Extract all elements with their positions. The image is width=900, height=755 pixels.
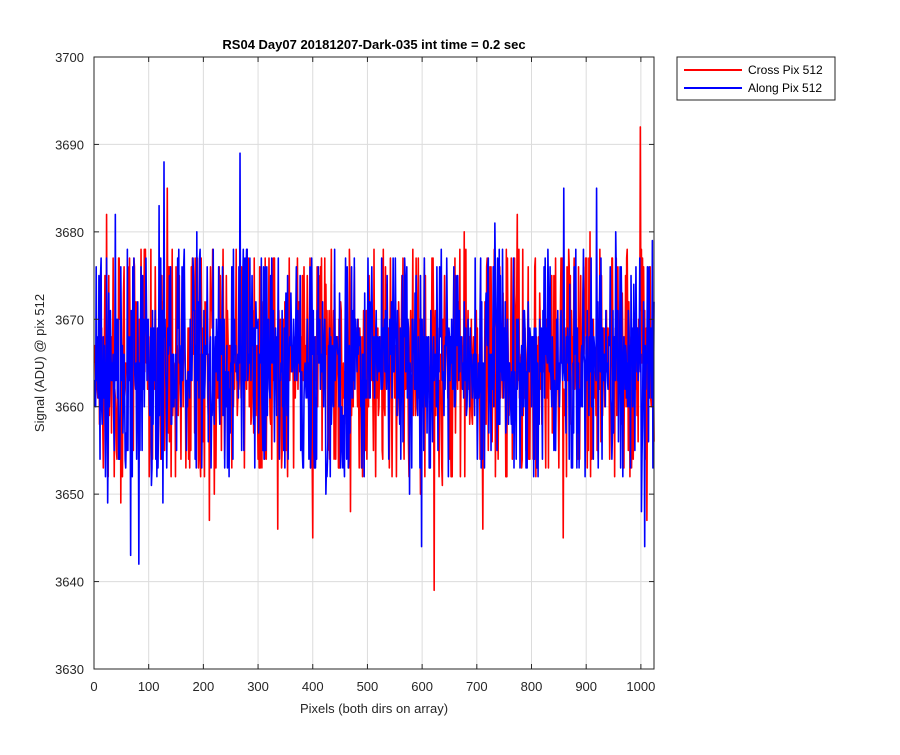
x-tick-label: 300 bbox=[247, 679, 269, 694]
y-axis-label: Signal (ADU) @ pix 512 bbox=[32, 294, 47, 432]
x-tick-label: 600 bbox=[411, 679, 433, 694]
y-tick-label: 3690 bbox=[55, 137, 84, 152]
series-layer bbox=[93, 126, 655, 592]
x-tick-label: 400 bbox=[302, 679, 324, 694]
legend-label-cross-pix: Cross Pix 512 bbox=[748, 63, 823, 77]
series-line-along-pix bbox=[93, 152, 655, 565]
legend-label-along-pix: Along Pix 512 bbox=[748, 81, 822, 95]
y-tick-label: 3650 bbox=[55, 487, 84, 502]
plot-frame bbox=[93, 56, 655, 670]
x-tick-label: 900 bbox=[575, 679, 597, 694]
y-tick-label: 3640 bbox=[55, 575, 84, 590]
x-tick-label: 500 bbox=[357, 679, 379, 694]
y-tick-label: 3680 bbox=[55, 225, 84, 240]
x-tick-label: 100 bbox=[138, 679, 160, 694]
x-axis-label: Pixels (both dirs on array) bbox=[300, 701, 448, 716]
legend: Cross Pix 512 Along Pix 512 bbox=[676, 56, 836, 101]
x-tick-label: 1000 bbox=[626, 679, 655, 694]
y-tick-label: 3700 bbox=[55, 50, 84, 65]
x-tick-label: 200 bbox=[193, 679, 215, 694]
x-tick-label: 800 bbox=[521, 679, 543, 694]
y-tick-label: 3630 bbox=[55, 662, 84, 677]
y-tick-label: 3660 bbox=[55, 400, 84, 415]
legend-box bbox=[676, 56, 836, 101]
chart-title: RS04 Day07 20181207-Dark-035 int time = … bbox=[222, 37, 525, 52]
x-tick-label: 700 bbox=[466, 679, 488, 694]
y-tick-label: 3670 bbox=[55, 312, 84, 327]
x-tick-label: 0 bbox=[90, 679, 97, 694]
axis-ticks: 0 100 200 300 400 500 600 700 800 900 1000 3630 3640… bbox=[55, 50, 655, 694]
series-line-cross-pix bbox=[93, 126, 655, 592]
